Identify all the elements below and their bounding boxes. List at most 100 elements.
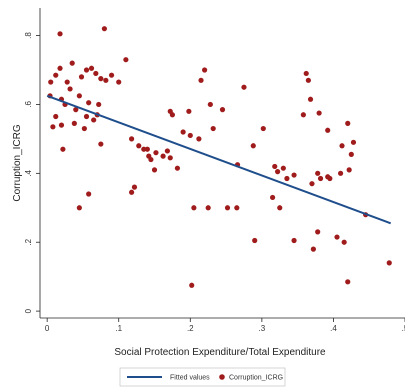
data-point [250, 143, 256, 149]
data-point [58, 122, 65, 128]
x-tick-label: 0 [45, 324, 50, 333]
data-point [275, 169, 281, 175]
data-point [277, 205, 283, 211]
data-point [187, 132, 193, 139]
data-point [88, 65, 95, 71]
data-point [69, 60, 75, 66]
data-point [224, 205, 231, 211]
data-point [76, 93, 82, 99]
legend-box [119, 367, 286, 387]
data-point [207, 101, 213, 108]
x-tick-label: .4 [330, 324, 337, 333]
data-point [291, 237, 297, 244]
data-point [83, 67, 90, 73]
data-point [303, 70, 309, 77]
data-point [315, 229, 321, 235]
data-point [300, 112, 306, 118]
fitted-line [46, 94, 392, 225]
data-point [307, 96, 314, 102]
data-point [98, 141, 104, 147]
y-tick-label: 0 [24, 308, 33, 313]
data-point [64, 79, 70, 85]
data-point [169, 112, 176, 118]
data-point [73, 107, 79, 113]
legend-label-points: Corruption_ICRG [229, 375, 283, 382]
data-point [315, 170, 321, 176]
data-point [260, 125, 266, 132]
data-point [284, 175, 290, 182]
data-point [252, 237, 258, 244]
data-point [174, 165, 181, 171]
x-tick-label: .3 [259, 324, 266, 333]
data-point [205, 205, 211, 211]
data-point [153, 150, 159, 156]
data-point [241, 84, 247, 90]
data-point [310, 246, 316, 252]
data-point [60, 146, 66, 152]
data-point [57, 31, 63, 37]
data-point [345, 120, 351, 126]
data-point [339, 143, 345, 149]
data-point [325, 174, 331, 180]
data-point [83, 113, 90, 120]
data-point [345, 279, 351, 285]
data-point [81, 125, 87, 132]
data-point [50, 124, 56, 130]
data-point [386, 260, 392, 266]
y-tick-label: .2 [24, 238, 33, 245]
data-point [186, 108, 192, 114]
data-point [86, 191, 92, 197]
data-point [53, 72, 59, 78]
data-point [103, 77, 109, 83]
data-point [48, 79, 54, 85]
y-tick-label: .8 [24, 32, 33, 39]
data-point [291, 172, 297, 178]
legend-dot-swatch [219, 374, 225, 380]
fitted-line-layer [46, 94, 392, 225]
scatter-points [47, 26, 392, 288]
data-point [141, 146, 147, 152]
data-point [189, 282, 195, 288]
data-point [67, 86, 73, 92]
data-point [91, 117, 97, 123]
data-point [202, 67, 208, 73]
x-tick-label: .2 [187, 324, 194, 333]
data-point [108, 72, 115, 78]
data-point [160, 153, 166, 159]
data-point [234, 205, 240, 211]
data-point [316, 110, 322, 116]
data-point [196, 136, 202, 142]
x-tick-label: .1 [115, 324, 122, 333]
data-point [219, 107, 226, 113]
data-point [129, 189, 135, 195]
data-point [337, 170, 344, 176]
data-point [164, 148, 170, 154]
data-point [180, 129, 186, 135]
x-axis-title: Social Protection Expenditure/Total Expe… [114, 347, 326, 358]
data-point [346, 167, 352, 173]
data-point [198, 77, 204, 83]
data-point [269, 194, 276, 201]
data-point [272, 163, 278, 170]
data-point [151, 167, 158, 173]
data-point [280, 165, 286, 171]
data-point [325, 127, 331, 133]
data-point [341, 239, 347, 245]
data-point [71, 120, 77, 126]
y-tick-label: .6 [24, 101, 33, 108]
data-point [210, 125, 216, 132]
data-point [305, 77, 311, 83]
x-axis: 0 .1 .2 .3 .4 .5 [45, 318, 405, 333]
data-point [309, 181, 315, 187]
data-point [101, 26, 108, 32]
y-tick-label: .4 [24, 169, 33, 176]
data-point [116, 79, 122, 85]
data-point [98, 76, 104, 82]
legend: Fitted values Corruption_ICRG [119, 367, 286, 387]
data-point [350, 139, 357, 145]
y-axis: 0 .2 .4 .6 .8 [24, 32, 40, 313]
data-point [123, 57, 129, 63]
data-point [53, 113, 59, 120]
data-point [86, 100, 92, 106]
